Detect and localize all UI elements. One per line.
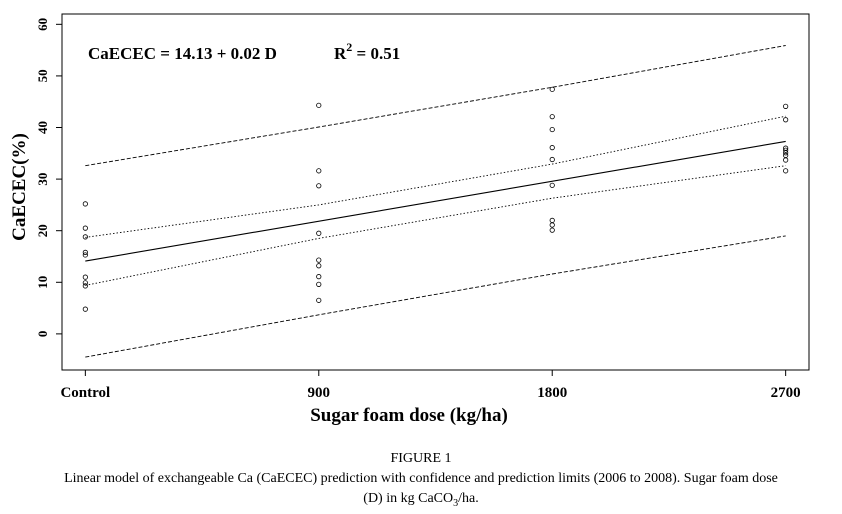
data-point bbox=[82, 201, 88, 207]
data-point bbox=[549, 182, 555, 188]
data-point bbox=[316, 297, 322, 303]
caption-text-b: /ha. bbox=[458, 491, 479, 506]
data-point bbox=[82, 274, 88, 280]
x-tick-label: Control bbox=[60, 385, 110, 401]
caption-text-a: (D) in kg CaCO bbox=[363, 491, 454, 506]
data-point bbox=[549, 227, 555, 233]
data-point bbox=[783, 117, 789, 123]
figure-caption-line-1: Linear model of exchangeable Ca (CaECEC)… bbox=[64, 471, 778, 486]
data-point bbox=[316, 230, 322, 236]
data-point bbox=[549, 222, 555, 228]
data-point bbox=[783, 157, 789, 163]
x-tick-label: 900 bbox=[308, 385, 331, 401]
y-tick-label: 0 bbox=[35, 331, 50, 338]
data-point bbox=[783, 150, 789, 156]
data-point bbox=[549, 217, 555, 223]
data-point bbox=[549, 126, 555, 133]
x-axis-title: Sugar foam dose (kg/ha) bbox=[310, 405, 508, 426]
data-point bbox=[783, 168, 789, 174]
caption-subscript: 3 bbox=[453, 497, 459, 509]
y-axis: 0 10 20 30 40 50 60 bbox=[35, 18, 62, 337]
data-point bbox=[82, 249, 88, 255]
data-point bbox=[316, 257, 322, 263]
y-tick-label: 60 bbox=[35, 18, 50, 31]
x-tick-label: 1800 bbox=[537, 385, 567, 401]
model-lines bbox=[85, 45, 786, 358]
data-point bbox=[549, 86, 555, 92]
prediction-lower-line bbox=[85, 235, 786, 358]
regression-equation: CaECEC = 14.13 + 0.02 D bbox=[88, 44, 277, 63]
y-tick-label: 30 bbox=[35, 173, 50, 186]
data-point bbox=[82, 283, 88, 289]
data-point bbox=[82, 280, 88, 286]
prediction-upper-line bbox=[85, 45, 786, 167]
data-point bbox=[549, 114, 555, 120]
figure-caption-line-2: (D) in kg CaCO3/ha. bbox=[0, 489, 842, 514]
data-point bbox=[82, 252, 88, 258]
confidence-upper-line bbox=[85, 115, 786, 238]
y-tick-label: 40 bbox=[35, 121, 50, 134]
data-point bbox=[316, 168, 322, 174]
figure-label: FIGURE 1 bbox=[390, 451, 452, 466]
data-point bbox=[316, 263, 322, 269]
data-point bbox=[82, 234, 88, 240]
y-axis-title: CaECEC(%) bbox=[9, 133, 30, 241]
y-tick-label: 10 bbox=[35, 276, 50, 289]
data-point bbox=[783, 103, 789, 109]
data-point bbox=[82, 306, 88, 312]
r-squared-label: R2 = 0.51 bbox=[334, 40, 400, 63]
x-axis: Control 900 1800 2700 bbox=[60, 370, 801, 401]
data-point bbox=[82, 225, 88, 231]
data-point bbox=[549, 145, 555, 151]
y-tick-label: 50 bbox=[35, 69, 50, 82]
data-point bbox=[316, 183, 322, 189]
data-point bbox=[316, 274, 322, 280]
data-point bbox=[549, 156, 555, 163]
data-point bbox=[783, 147, 789, 153]
data-points bbox=[82, 86, 789, 312]
data-point bbox=[316, 102, 322, 108]
y-tick-label: 20 bbox=[35, 224, 50, 237]
confidence-lower-line bbox=[85, 165, 786, 286]
chart: 0 10 20 30 40 50 60 Control 900 1800 2700 CaECEC … bbox=[9, 13, 810, 426]
fit-line bbox=[85, 140, 786, 262]
plot-frame bbox=[61, 13, 810, 371]
x-tick-label: 2700 bbox=[771, 385, 801, 401]
data-point bbox=[316, 281, 322, 287]
